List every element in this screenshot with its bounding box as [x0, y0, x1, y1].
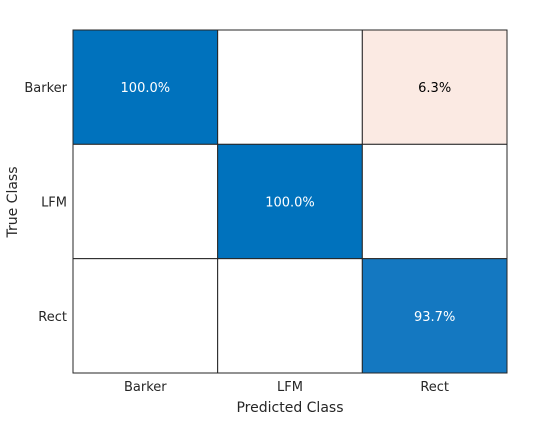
x-tick-label-lfm: LFM	[277, 380, 303, 395]
matrix-cell-rect-lfm	[217, 258, 363, 374]
y-tick-label-lfm: LFM	[41, 196, 67, 211]
matrix-cell-lfm-lfm	[217, 143, 363, 260]
x-tick-label-barker: Barker	[124, 380, 167, 395]
matrix-cell-lfm-rect	[361, 143, 508, 260]
y-tick-label-barker: Barker	[24, 81, 67, 96]
matrix-border	[72, 29, 508, 374]
matrix-cell-lfm-barker	[72, 143, 219, 260]
cells-layer	[72, 29, 508, 374]
matrix-cell-barker-lfm	[217, 29, 363, 145]
x-axis-label: Predicted Class	[236, 400, 343, 416]
matrix-cell-barker-barker	[72, 29, 219, 145]
matrix-cell-rect-barker	[72, 258, 219, 374]
x-tick-label-rect: Rect	[420, 380, 449, 395]
cell-value-label: 93.7%	[414, 310, 455, 325]
tick-labels-layer: Barker LFM Rect Barker LFM Rect	[24, 81, 449, 395]
y-tick-label-rect: Rect	[38, 310, 67, 325]
cell-value-label: 100.0%	[265, 196, 315, 211]
y-axis-label: True Class	[5, 166, 21, 238]
cell-labels-layer: 100.0% 6.3% 100.0% 93.7%	[121, 81, 456, 325]
cell-value-label: 6.3%	[418, 81, 451, 96]
cell-value-label: 100.0%	[121, 81, 171, 96]
